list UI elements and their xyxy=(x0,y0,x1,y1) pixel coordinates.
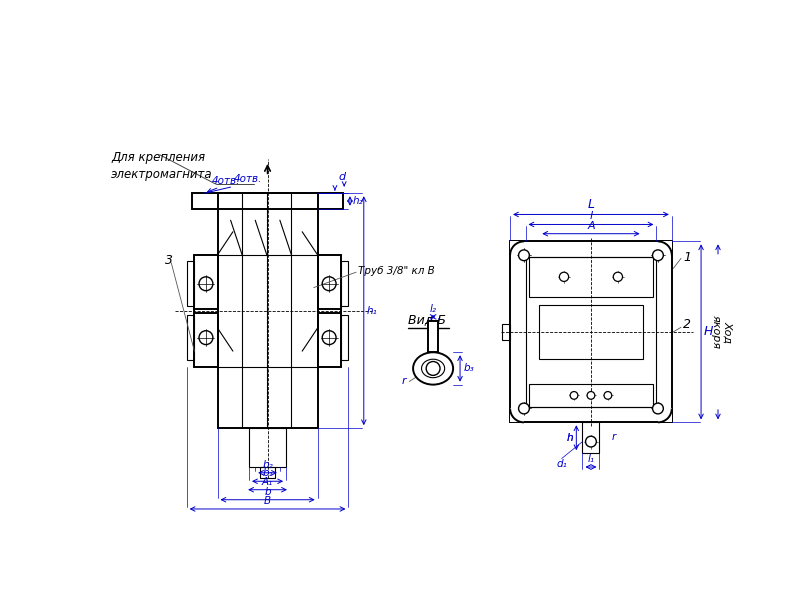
Circle shape xyxy=(614,272,622,281)
Bar xyxy=(582,422,599,453)
Bar xyxy=(341,261,349,307)
Bar xyxy=(249,428,286,467)
Bar xyxy=(260,467,275,478)
Circle shape xyxy=(586,436,596,447)
Bar xyxy=(186,315,194,361)
Bar xyxy=(218,193,318,428)
Text: b₃: b₃ xyxy=(463,364,474,373)
Bar xyxy=(510,409,524,422)
Circle shape xyxy=(653,250,663,260)
Bar xyxy=(530,257,653,297)
Text: 2: 2 xyxy=(683,318,691,331)
Bar xyxy=(318,309,341,367)
Text: L: L xyxy=(587,199,594,211)
Text: Труб 3/8" кл В: Труб 3/8" кл В xyxy=(358,266,434,275)
Bar xyxy=(341,315,349,361)
Text: r: r xyxy=(612,431,616,442)
Text: h: h xyxy=(566,433,574,443)
Text: Вид Б: Вид Б xyxy=(408,313,446,326)
Bar xyxy=(539,305,642,359)
Bar xyxy=(510,241,524,255)
Bar xyxy=(428,322,438,352)
Text: h₁: h₁ xyxy=(367,305,378,316)
Bar xyxy=(193,193,342,209)
Bar xyxy=(194,309,218,367)
Text: 3: 3 xyxy=(165,254,173,268)
Bar xyxy=(502,324,510,340)
Text: h₂: h₂ xyxy=(353,196,364,206)
Bar xyxy=(510,241,672,422)
Text: A₁: A₁ xyxy=(262,476,273,487)
Text: r: r xyxy=(402,376,406,386)
Bar xyxy=(186,261,194,307)
Text: b: b xyxy=(264,487,271,497)
Text: d₁: d₁ xyxy=(556,460,567,469)
Text: Ход
якоря: Ход якоря xyxy=(711,315,733,349)
Text: H: H xyxy=(704,325,714,338)
Text: B: B xyxy=(264,496,271,506)
Circle shape xyxy=(559,272,569,281)
Text: 4отв.: 4отв. xyxy=(212,176,240,185)
Circle shape xyxy=(518,403,530,414)
Text: 1: 1 xyxy=(683,251,691,263)
Text: l₂: l₂ xyxy=(430,304,437,314)
Text: l₁: l₁ xyxy=(587,454,594,464)
Text: A: A xyxy=(587,221,594,230)
Bar xyxy=(526,257,656,407)
Bar xyxy=(658,409,672,422)
Text: Для крепления
электромагнита: Для крепления электромагнита xyxy=(111,151,213,181)
Bar xyxy=(318,255,341,313)
Text: 4отв.: 4отв. xyxy=(234,174,262,184)
Circle shape xyxy=(653,403,663,414)
Circle shape xyxy=(518,250,530,260)
Circle shape xyxy=(570,392,578,399)
Circle shape xyxy=(604,392,612,399)
Ellipse shape xyxy=(422,359,445,377)
Text: d: d xyxy=(338,172,346,182)
Text: l: l xyxy=(590,211,593,221)
Text: h: h xyxy=(566,433,574,443)
Circle shape xyxy=(587,392,595,399)
Bar xyxy=(658,241,672,255)
Ellipse shape xyxy=(413,352,453,385)
Text: b₂: b₂ xyxy=(262,460,273,470)
Bar xyxy=(194,255,218,313)
Bar xyxy=(530,384,653,407)
Text: b₁: b₁ xyxy=(262,468,273,478)
